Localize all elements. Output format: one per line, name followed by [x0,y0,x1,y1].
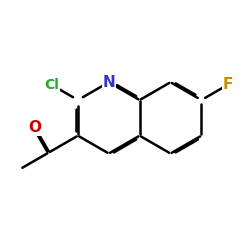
Text: Cl: Cl [44,78,59,92]
Text: F: F [222,78,233,92]
Text: N: N [102,75,115,90]
Text: O: O [28,120,41,136]
